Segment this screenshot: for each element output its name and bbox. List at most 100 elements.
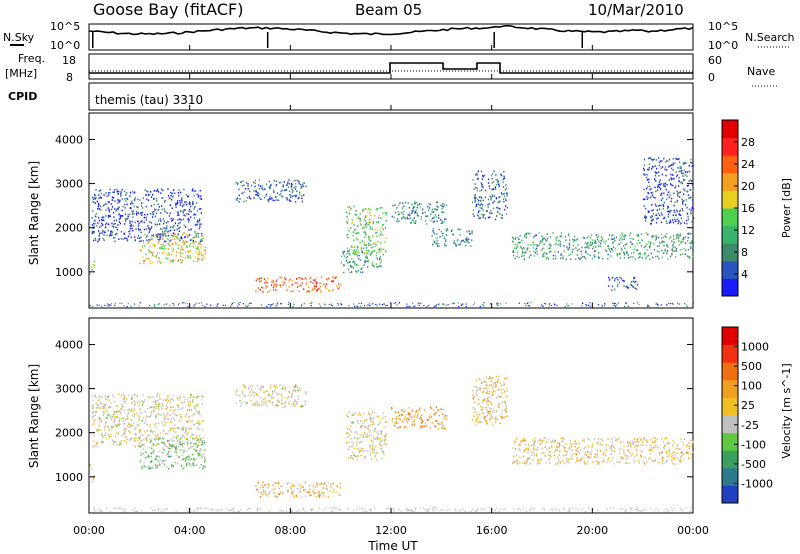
echo-cell (558, 442, 560, 445)
echo-cell (155, 403, 157, 406)
echo-cell (584, 446, 586, 448)
echo-cell (513, 460, 515, 462)
echo-cell (356, 232, 358, 235)
echo-cell (239, 400, 241, 402)
echo-cell (377, 438, 379, 441)
echo-cell (118, 213, 120, 216)
echo-cell (182, 248, 184, 251)
echo-cell (131, 201, 133, 204)
echo-cell (330, 484, 332, 487)
echo-cell (516, 454, 518, 457)
echo-cell (370, 418, 373, 421)
echo-cell (181, 248, 183, 251)
echo-cell (522, 462, 524, 465)
echo-cell (651, 235, 653, 238)
echo-cell (312, 485, 314, 488)
echo-cell (406, 303, 408, 305)
echo-cell (352, 414, 354, 416)
echo-cell (624, 243, 626, 246)
echo-cell (176, 238, 178, 240)
echo-cell (659, 241, 661, 244)
echo-cell (199, 225, 201, 228)
echo-cell (108, 223, 110, 226)
echo-cell (550, 244, 552, 247)
echo-cell (457, 228, 459, 230)
echo-cell (503, 171, 505, 173)
echo-cell (651, 447, 653, 450)
echo-cell (185, 420, 187, 423)
echo-cell (345, 441, 348, 444)
echo-cell (327, 279, 329, 281)
echo-cell (239, 198, 241, 200)
echo-cell (168, 455, 170, 458)
echo-cell (165, 247, 167, 250)
echo-cell (477, 198, 479, 201)
echo-cell (174, 424, 176, 426)
echo-cell (154, 401, 157, 404)
echo-cell (195, 213, 197, 216)
echo-cell (653, 235, 655, 238)
echo-cell (177, 446, 180, 448)
echo-cell (263, 278, 266, 280)
echo-cell (148, 447, 150, 449)
echo-cell (591, 446, 593, 448)
echo-cell (371, 411, 374, 413)
echo-cell (128, 430, 130, 433)
echo-cell (115, 219, 118, 221)
echo-cell (482, 176, 485, 178)
echo-cell (189, 393, 191, 396)
echo-cell (108, 210, 111, 213)
echo-cell (374, 455, 376, 458)
echo-cell (668, 450, 670, 452)
echo-cell (126, 418, 128, 420)
echo-cell (288, 179, 290, 181)
echo-cell (108, 406, 110, 409)
echo-cell (565, 457, 568, 459)
echo-cell (487, 404, 489, 406)
echo-cell (487, 387, 489, 389)
echo-cell (178, 441, 181, 444)
echo-cell (687, 255, 689, 257)
echo-cell (415, 220, 417, 222)
echo-cell (142, 207, 144, 209)
echo-cell (684, 174, 686, 176)
echo-cell (654, 186, 656, 189)
echo-cell (465, 238, 467, 241)
echo-cell (202, 304, 204, 307)
echo-cell (98, 418, 100, 420)
echo-cell (537, 459, 539, 462)
echo-cell (198, 251, 201, 253)
echo-cell (100, 510, 102, 512)
echo-cell (650, 252, 652, 255)
echo-cell (117, 202, 119, 204)
echo-cell (505, 404, 507, 407)
echo-cell (379, 437, 381, 440)
echo-cell (141, 202, 143, 204)
echo-cell (428, 207, 431, 209)
echo-cell (491, 407, 493, 410)
echo-cell (257, 184, 260, 186)
echo-cell (159, 262, 161, 264)
echo-cell (392, 204, 394, 207)
echo-cell (191, 238, 193, 241)
echo-cell (268, 399, 270, 402)
echo-cell (94, 219, 96, 222)
echo-cell (407, 214, 409, 216)
echo-cell (474, 411, 476, 413)
echo-cell (155, 407, 157, 410)
echo-cell (514, 257, 516, 260)
echo-cell (620, 447, 623, 449)
echo-cell (113, 216, 115, 218)
echo-cell (666, 250, 668, 253)
echo-cell (487, 412, 489, 415)
echo-cell (478, 421, 480, 423)
echo-cell (106, 222, 108, 224)
echo-cell (198, 249, 200, 251)
echo-cell (129, 195, 131, 197)
echo-cell (331, 280, 333, 283)
echo-cell (652, 235, 654, 237)
echo-cell (164, 240, 166, 243)
echo-cell (377, 207, 379, 210)
echo-cell (181, 458, 183, 461)
echo-cell (638, 459, 640, 462)
